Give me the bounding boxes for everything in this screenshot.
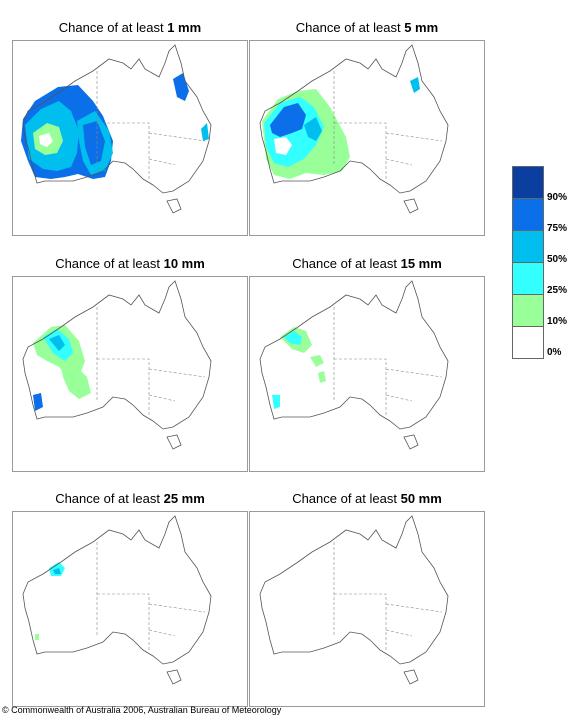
- legend-swatch-25: [512, 262, 544, 294]
- panel-title-amount: 1 mm: [167, 20, 202, 35]
- panel-title-amount: 10 mm: [163, 256, 205, 271]
- legend-label-25: 25%: [547, 285, 568, 296]
- legend-label-0: 0%: [547, 347, 562, 358]
- map-1mm: [12, 40, 248, 236]
- panel-title: Chance of at least 5 mm: [249, 20, 485, 35]
- legend-label-75: 75%: [547, 223, 568, 234]
- panel-title-amount: 5 mm: [404, 20, 439, 35]
- probability-legend: 90% 75% 50% 25% 10% 0%: [512, 166, 567, 359]
- panel-title-amount: 25 mm: [163, 491, 205, 506]
- panel-title-amount: 50 mm: [400, 491, 442, 506]
- map-15mm: [249, 276, 485, 472]
- legend-label-90: 90%: [547, 192, 568, 203]
- panel-title: Chance of at least 1 mm: [12, 20, 248, 35]
- legend-swatch-10: [512, 294, 544, 326]
- legend-label-50: 50%: [547, 254, 568, 265]
- panel-title: Chance of at least 50 mm: [249, 491, 485, 506]
- panel-title-prefix: Chance of at least: [58, 20, 164, 35]
- legend-label-10: 10%: [547, 316, 568, 327]
- legend-swatch-90: [512, 166, 544, 198]
- map-10mm: [12, 276, 248, 472]
- map-5mm: [249, 40, 485, 236]
- panel-title: Chance of at least 25 mm: [12, 491, 248, 506]
- panel-title-prefix: Chance of at least: [55, 256, 160, 271]
- panel-title-prefix: Chance of at least: [295, 20, 401, 35]
- copyright-notice: © Commonwealth of Australia 2006, Austra…: [2, 705, 282, 715]
- panel-title-prefix: Chance of at least: [292, 491, 397, 506]
- legend-swatch-50: [512, 230, 544, 262]
- panel-title: Chance of at least 15 mm: [249, 256, 485, 271]
- legend-swatch-75: [512, 198, 544, 230]
- panel-title-amount: 15 mm: [400, 256, 442, 271]
- legend-swatch-0: [512, 326, 544, 359]
- panel-title-prefix: Chance of at least: [55, 491, 160, 506]
- map-25mm: [12, 511, 248, 707]
- map-50mm: [249, 511, 485, 707]
- panel-title: Chance of at least 10 mm: [12, 256, 248, 271]
- panel-title-prefix: Chance of at least: [292, 256, 397, 271]
